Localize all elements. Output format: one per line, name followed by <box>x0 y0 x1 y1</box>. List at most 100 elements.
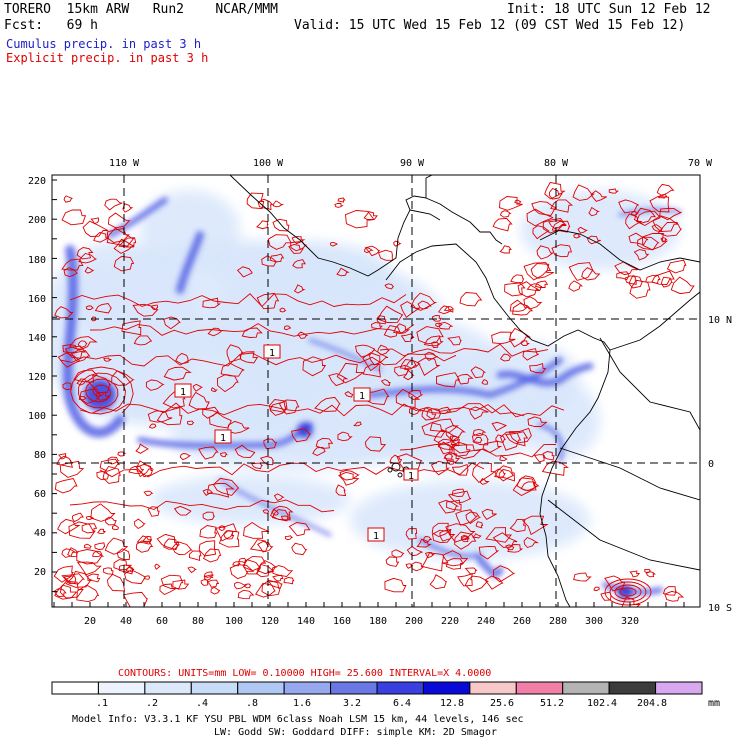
precip-contour <box>437 305 454 315</box>
precip-contour <box>226 344 244 363</box>
precip-contour <box>505 544 515 551</box>
precip-contour <box>628 275 644 289</box>
box-label: 1 <box>220 433 226 444</box>
precip-contour <box>445 523 476 543</box>
precip-contour <box>431 315 443 322</box>
precip-contour <box>429 418 459 433</box>
precip-contour <box>421 552 449 572</box>
precip-contour <box>246 192 265 210</box>
precip-contour <box>430 341 440 349</box>
precip-contour <box>354 344 376 358</box>
precip-contour <box>633 249 650 261</box>
precip-contour <box>393 323 411 335</box>
precip-contour <box>362 352 381 372</box>
valid-time: Valid: 15 UTC Wed 15 Feb 12 (09 CST Wed … <box>294 18 686 33</box>
precip-contour <box>242 559 262 575</box>
precip-contour <box>68 521 96 539</box>
precip-contour <box>172 579 190 590</box>
precip-contour <box>481 508 497 520</box>
precip-contour <box>492 217 513 232</box>
precip-contour <box>283 325 292 331</box>
precip-contour <box>443 306 455 313</box>
precip-contour <box>459 292 483 307</box>
precip-contour <box>61 258 84 271</box>
precip-contour <box>470 366 487 379</box>
precip-contour <box>243 521 270 539</box>
precip-contour <box>67 547 79 558</box>
precip-contour <box>517 281 539 298</box>
precip-contour <box>118 564 134 575</box>
precip-contour <box>259 455 275 466</box>
precip-contour <box>508 427 532 444</box>
precip-contour <box>284 535 294 541</box>
precip-contour <box>523 536 540 549</box>
colorbar-swatch <box>144 681 192 695</box>
precip-contour <box>416 326 444 345</box>
precip-contour <box>363 211 378 221</box>
precip-contour <box>256 220 269 230</box>
explicit-legend-label: Explicit precip. in past 3 h <box>6 51 209 65</box>
precip-contour <box>236 266 253 278</box>
precip-contour <box>447 336 462 346</box>
precip-contour <box>85 305 95 311</box>
precip-contour <box>532 225 551 240</box>
precip-contour <box>58 453 67 460</box>
precip-contour <box>548 220 567 230</box>
precip-contour <box>159 583 178 596</box>
cumulus-band <box>476 556 504 578</box>
precip-contour <box>219 452 228 458</box>
box-label: 1 <box>359 391 365 402</box>
colorbar-label: 1.6 <box>293 698 311 709</box>
precip-contour <box>429 574 447 590</box>
precip-contour <box>244 583 252 589</box>
physics-info: LW: Godd SW: Goddard DIFF: simple KM: 2D… <box>214 727 497 738</box>
precip-contour <box>84 266 95 274</box>
precip-contour <box>581 267 601 281</box>
precip-contour <box>234 581 248 590</box>
precip-contour <box>202 511 216 521</box>
precip-contour <box>436 372 461 388</box>
precip-contour <box>453 444 482 459</box>
precip-contour <box>495 434 506 444</box>
precip-contour <box>312 446 326 457</box>
plot-frame <box>51 174 701 608</box>
precip-contour <box>399 359 417 370</box>
precip-contour <box>78 252 97 264</box>
precip-contour <box>61 573 85 585</box>
precip-contour <box>475 521 484 529</box>
cumulus-legend-label: Cumulus precip. in past 3 h <box>6 37 202 51</box>
precip-contour <box>237 589 255 600</box>
precip-contour <box>548 187 563 200</box>
precip-contour <box>77 340 88 349</box>
precip-contour <box>608 188 619 194</box>
precip-contour <box>54 306 74 319</box>
precip-contour <box>544 181 566 200</box>
precip-contour <box>499 196 523 211</box>
precip-contour <box>651 224 663 232</box>
precip-contour <box>364 247 374 254</box>
precip-contour <box>82 220 109 237</box>
precip-contour-line <box>69 293 407 308</box>
lon-label: 70 W <box>688 158 713 169</box>
precip-contour <box>533 454 546 463</box>
precip-contour <box>150 304 158 311</box>
precip-contour <box>269 253 285 263</box>
cumulus-band <box>107 197 168 238</box>
precip-contour <box>499 454 508 462</box>
y-tick-label: 220 <box>28 176 46 187</box>
precip-contour <box>61 209 87 226</box>
precip-contour <box>438 321 454 330</box>
colorbar-swatch <box>97 681 146 695</box>
precip-contour <box>514 199 522 204</box>
precip-contour <box>249 539 269 553</box>
precip-contour <box>433 429 457 445</box>
y-tick-label: 40 <box>34 528 46 539</box>
precip-contour <box>645 571 656 578</box>
precip-contour <box>645 274 661 284</box>
precip-contour <box>493 565 516 583</box>
colorbar-label: 6.4 <box>393 698 411 709</box>
precip-contour <box>364 436 387 452</box>
precip-contour <box>629 279 651 299</box>
precip-contour <box>76 561 102 576</box>
